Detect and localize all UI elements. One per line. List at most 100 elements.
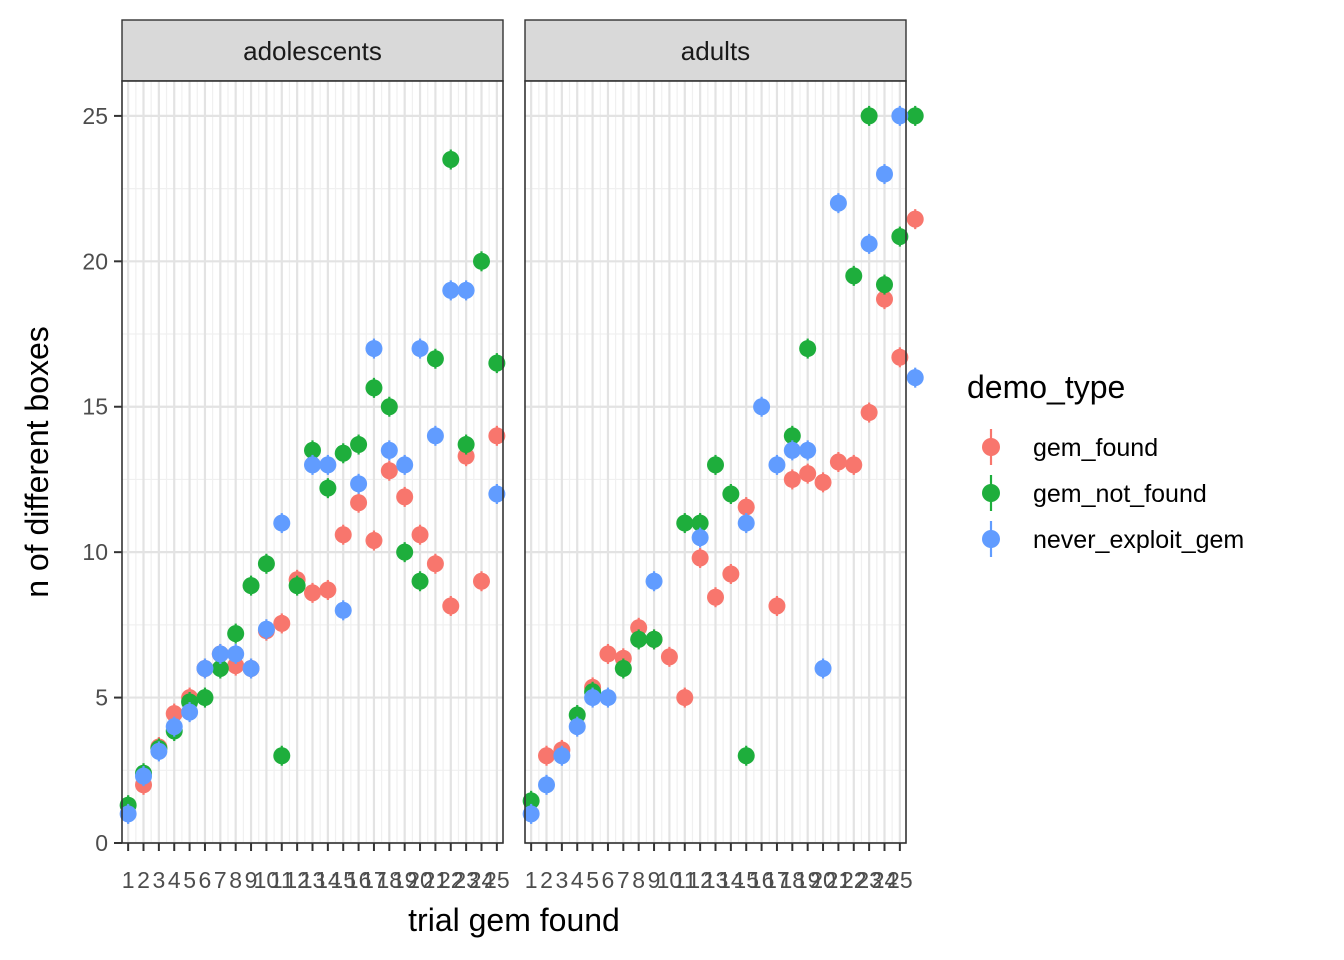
y-tick-label: 20 [82, 248, 108, 274]
data-point-never_exploit_gem [691, 529, 709, 547]
data-point-never_exploit_gem [488, 485, 506, 503]
data-point-gem_not_found [426, 350, 444, 368]
data-point-gem_found [814, 473, 832, 491]
data-point-gem_found [472, 572, 490, 590]
data-point-gem_found [457, 447, 475, 465]
x-tick-label: 8 [632, 867, 645, 893]
data-point-gem_not_found [411, 572, 429, 590]
data-point-never_exploit_gem [737, 514, 755, 532]
data-point-never_exploit_gem [181, 703, 199, 721]
data-point-gem_found [799, 465, 817, 483]
x-tick-label: 23 [453, 867, 479, 893]
data-point-never_exploit_gem [273, 514, 291, 532]
x-tick-label: 15 [733, 867, 759, 893]
x-tick-label: 16 [346, 867, 372, 893]
x-tick-label: 9 [245, 867, 258, 893]
data-point-gem_not_found [242, 577, 260, 595]
data-point-gem_not_found [691, 514, 709, 532]
x-tick-label: 10 [254, 867, 280, 893]
x-tick-label: 12 [687, 867, 713, 893]
data-point-never_exploit_gem [799, 441, 817, 459]
x-tick-label: 20 [810, 867, 836, 893]
x-tick-label: 7 [617, 867, 630, 893]
x-tick-label: 17 [764, 867, 790, 893]
x-tick-label: 23 [856, 867, 882, 893]
data-point-gem_not_found [396, 543, 414, 561]
x-tick-label: 3 [152, 867, 165, 893]
data-point-gem_found [845, 456, 863, 474]
data-point-gem_not_found [442, 151, 460, 169]
legend-label: gem_found [1033, 434, 1158, 462]
data-point-never_exploit_gem [814, 659, 832, 677]
x-tick-label: 11 [673, 867, 697, 893]
data-point-never_exploit_gem [227, 645, 245, 663]
x-tick-label: 13 [300, 867, 326, 893]
y-tick-label: 15 [82, 394, 108, 420]
data-point-gem_not_found [273, 747, 291, 765]
facet-strip-label: adolescents [243, 36, 382, 66]
data-point-gem_not_found [737, 747, 755, 765]
data-point-gem_not_found [707, 456, 724, 474]
data-point-never_exploit_gem [119, 805, 137, 823]
data-point-gem_found [891, 348, 909, 366]
data-point-gem_not_found [906, 107, 924, 125]
data-point-never_exploit_gem [350, 475, 368, 493]
x-tick-label: 22 [438, 867, 464, 893]
data-point-gem_not_found [257, 555, 275, 573]
legend-item-gem_found: gem_found [982, 429, 1158, 465]
data-point-gem_not_found [319, 479, 337, 497]
x-tick-label: 14 [718, 867, 744, 893]
data-point-never_exploit_gem [411, 340, 429, 358]
x-tick-label: 25 [887, 867, 913, 893]
x-tick-label: 4 [168, 867, 181, 893]
x-tick-label: 6 [602, 867, 615, 893]
data-point-gem_found [426, 555, 444, 573]
data-point-gem_not_found [350, 436, 368, 454]
data-point-never_exploit_gem [753, 398, 771, 416]
legend-title: demo_type [967, 369, 1125, 405]
y-tick-label: 0 [95, 830, 108, 856]
x-tick-label: 15 [330, 867, 356, 893]
x-tick-label: 14 [315, 867, 341, 893]
data-point-gem_found [538, 747, 556, 765]
legend-label: gem_not_found [1033, 480, 1207, 508]
data-point-gem_found [676, 689, 694, 707]
x-axis-title: trial gem found [408, 902, 620, 938]
data-point-gem_not_found [365, 379, 383, 397]
data-point-gem_not_found [522, 792, 540, 810]
data-point-gem_found [599, 645, 617, 663]
data-point-never_exploit_gem [584, 689, 602, 707]
x-tick-label: 8 [229, 867, 242, 893]
data-point-gem_not_found [472, 252, 490, 270]
data-point-gem_not_found [568, 706, 586, 724]
data-point-gem_not_found [860, 107, 878, 125]
y-tick-label: 5 [95, 685, 108, 711]
data-point-gem_found [737, 498, 755, 516]
legend-key-dot [982, 484, 1000, 502]
data-point-gem_found [442, 597, 460, 615]
data-point-gem_found [319, 581, 337, 599]
data-point-gem_not_found [722, 485, 740, 503]
x-tick-label: 4 [571, 867, 584, 893]
data-point-never_exploit_gem [906, 369, 924, 387]
legend-key-dot [982, 438, 1000, 456]
data-point-gem_not_found [334, 444, 352, 462]
data-point-gem_found [783, 470, 801, 488]
data-point-gem_found [165, 705, 183, 723]
y-axis-title: n of different boxes [19, 326, 55, 598]
data-point-never_exploit_gem [380, 441, 398, 459]
data-point-never_exploit_gem [135, 767, 153, 785]
data-point-never_exploit_gem [783, 441, 801, 459]
data-point-gem_not_found [645, 630, 663, 648]
data-point-never_exploit_gem [304, 456, 321, 474]
data-point-never_exploit_gem [334, 601, 352, 619]
data-point-never_exploit_gem [599, 689, 617, 707]
data-point-never_exploit_gem [150, 742, 168, 760]
data-point-gem_not_found [614, 659, 632, 677]
data-point-gem_found [488, 427, 506, 445]
facet-strip [524, 19, 907, 82]
data-point-gem_found [411, 526, 429, 544]
data-point-never_exploit_gem [165, 718, 183, 736]
